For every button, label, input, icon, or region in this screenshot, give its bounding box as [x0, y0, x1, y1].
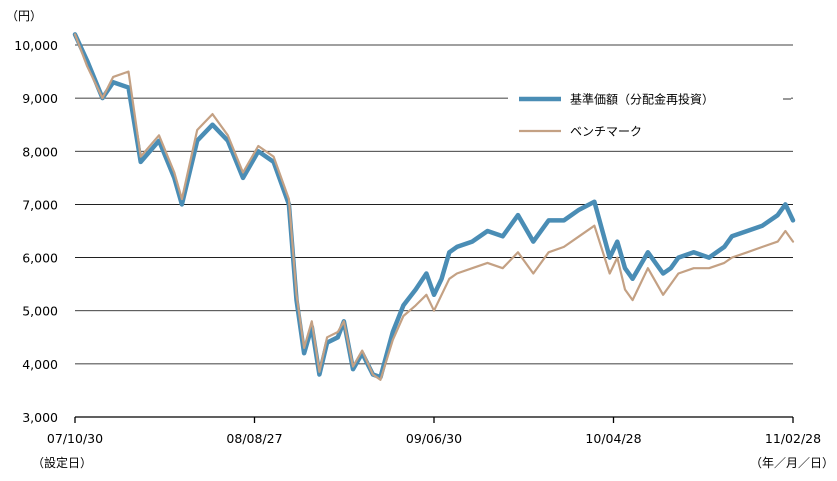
y-tick-label: 10,000	[14, 38, 58, 53]
x-tick-sublabel: （設定日）	[32, 455, 92, 470]
y-tick-label: 3,000	[22, 410, 58, 425]
series-line-1	[73, 33, 795, 381]
x-tick-label: 11/02/28	[765, 431, 821, 446]
x-unit-label: （年／月／日）	[750, 456, 834, 470]
x-tick-label: 07/10/30	[47, 431, 103, 446]
y-tick-label: 4,000	[22, 357, 58, 372]
x-tick-label: 09/06/30	[406, 431, 462, 446]
x-tick-label: 10/04/28	[585, 431, 641, 446]
y-unit-label: （円）	[6, 9, 42, 23]
y-tick-label: 5,000	[22, 304, 58, 319]
series-line-0	[72, 32, 796, 380]
y-tick-label: 8,000	[22, 144, 58, 159]
y-tick-label: 9,000	[22, 91, 58, 106]
legend-label: 基準価額（分配金再投資）	[570, 92, 714, 107]
x-axis	[74, 416, 794, 423]
y-axis-tick-labels: 3,000 4,000 5,000 6,000 7,000 8,000 9,000 10,00…	[14, 38, 58, 425]
legend: 基準価額（分配金再投資） ベンチマーク	[508, 80, 791, 150]
x-tick-label: 08/08/27	[226, 431, 282, 446]
x-axis-tick-labels: 07/10/30 08/08/27 09/06/30 10/04/28 11/02/28	[47, 431, 821, 446]
legend-label: ベンチマーク	[570, 125, 642, 139]
y-tick-label: 6,000	[22, 251, 58, 266]
y-tick-label: 7,000	[22, 197, 58, 212]
legend-background	[508, 80, 791, 150]
series-lines	[72, 32, 796, 381]
